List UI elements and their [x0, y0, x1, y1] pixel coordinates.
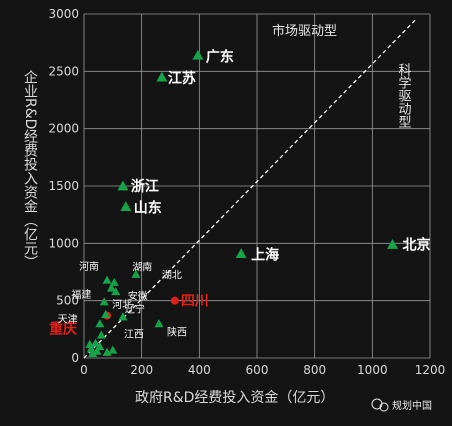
- data-point-江苏: [156, 71, 168, 82]
- data-point: [92, 346, 102, 355]
- point-label-江苏: 江苏: [168, 70, 196, 87]
- x-tick-label: 800: [303, 363, 326, 377]
- reference-diagonal-line: [83, 19, 417, 359]
- data-point: [91, 338, 101, 347]
- x-tick-label: 600: [246, 363, 269, 377]
- x-tick-label: 200: [130, 363, 153, 377]
- wechat-icon: [371, 398, 383, 410]
- data-point-北京: [387, 238, 399, 249]
- data-point-河南: [102, 275, 112, 284]
- data-point-广东: [192, 49, 204, 60]
- point-label-山东: 山东: [134, 200, 162, 217]
- x-tick-label: 1200: [415, 363, 446, 377]
- y-tick-label: 2000: [48, 122, 79, 136]
- data-point-上海: [235, 248, 247, 259]
- data-point: [96, 330, 106, 339]
- data-point: [102, 347, 112, 356]
- point-label-河北: 河北: [112, 299, 132, 311]
- data-point-浙江: [117, 180, 129, 191]
- gridlines: [83, 13, 431, 359]
- point-label-上海: 上海: [251, 247, 279, 264]
- point-label-湖北: 湖北: [162, 269, 182, 281]
- y-tick-label: 1000: [48, 236, 79, 250]
- y-tick-label: 3000: [48, 7, 79, 21]
- point-label-四川: 四川: [181, 294, 209, 310]
- region-label-science: 科学驱动型: [396, 63, 412, 128]
- data-point: [88, 348, 98, 358]
- data-point-安徽: [111, 286, 121, 296]
- data-point-江西: [95, 319, 105, 328]
- data-point-四川: [170, 296, 179, 305]
- x-tick-label: 0: [80, 363, 88, 377]
- point-label-北京: 北京: [403, 236, 431, 253]
- point-label-辽宁: 辽宁: [125, 303, 145, 316]
- point-label-福建: 福建: [71, 288, 91, 301]
- data-point-辽宁: [118, 312, 128, 321]
- y-tick-label: 2500: [48, 64, 79, 78]
- x-tick-label: 1000: [357, 363, 388, 377]
- y-tick-label: 0: [71, 351, 79, 365]
- data-points: [85, 49, 399, 358]
- x-tick-label: 400: [188, 363, 211, 377]
- watermark-text: 规划中国: [392, 399, 432, 412]
- watermark: 规划中国: [371, 398, 432, 412]
- point-label-河南: 河南: [79, 260, 99, 273]
- point-label-天津: 天津: [58, 313, 78, 325]
- data-point-天津: [101, 309, 111, 319]
- data-point-湖北: [131, 269, 141, 278]
- y-tick-labels: 0 500 1000 1500 2000 2500 3000: [48, 7, 79, 365]
- x-tick-labels: 0 200 400 600 800 1000 1200: [80, 363, 445, 377]
- data-point: [108, 345, 118, 354]
- point-label-广东: 广东: [206, 48, 234, 65]
- point-label-重庆: 重庆: [49, 321, 77, 338]
- point-label-安徽: 安徽: [128, 289, 148, 302]
- wechat-icon-bubble: [379, 402, 389, 412]
- y-tick-label: 1500: [48, 179, 79, 193]
- point-label-陕西: 陕西: [167, 326, 187, 339]
- data-point: [85, 339, 95, 348]
- data-point-福建: [106, 283, 116, 292]
- y-tick-label: 500: [56, 294, 79, 308]
- point-label-江西: 江西: [124, 329, 144, 341]
- data-point-山东: [120, 201, 132, 212]
- x-axis-title: 政府R&D经费投入资金（亿元）: [135, 390, 334, 406]
- point-label-浙江: 浙江: [131, 178, 159, 195]
- data-point-陕西: [154, 319, 164, 328]
- y-axis-title: 企业R&D经费投入资金（亿元）: [22, 69, 38, 269]
- region-label-market: 市场驱动型: [272, 23, 337, 39]
- point-label-湖南: 湖南: [132, 260, 152, 273]
- data-point-湖南: [109, 277, 119, 286]
- data-point-河北: [99, 297, 109, 306]
